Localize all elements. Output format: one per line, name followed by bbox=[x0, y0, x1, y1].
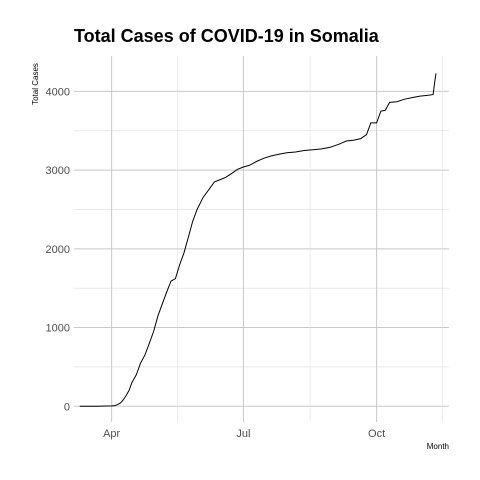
y-tick-label: 1000 bbox=[46, 323, 70, 335]
y-tick-label: 3000 bbox=[46, 165, 70, 177]
series-layer bbox=[79, 73, 437, 407]
y-tick-label: 0 bbox=[64, 401, 70, 413]
x-axis-title: Month bbox=[427, 442, 449, 451]
y-tick-label: 2000 bbox=[46, 244, 70, 256]
x-tick-label: Apr bbox=[103, 428, 120, 440]
chart-title: Total Cases of COVID-19 in Somalia bbox=[74, 26, 379, 46]
tick-labels: 0 1000 2000 3000 4000 Apr Jul Oct bbox=[46, 86, 386, 440]
total-cases-line bbox=[79, 73, 437, 407]
x-tick-label: Jul bbox=[236, 428, 250, 440]
gridlines bbox=[74, 56, 449, 422]
y-tick-label: 4000 bbox=[46, 86, 70, 98]
y-axis-title: Total Cases bbox=[31, 63, 40, 105]
x-tick-label: Oct bbox=[368, 428, 385, 440]
